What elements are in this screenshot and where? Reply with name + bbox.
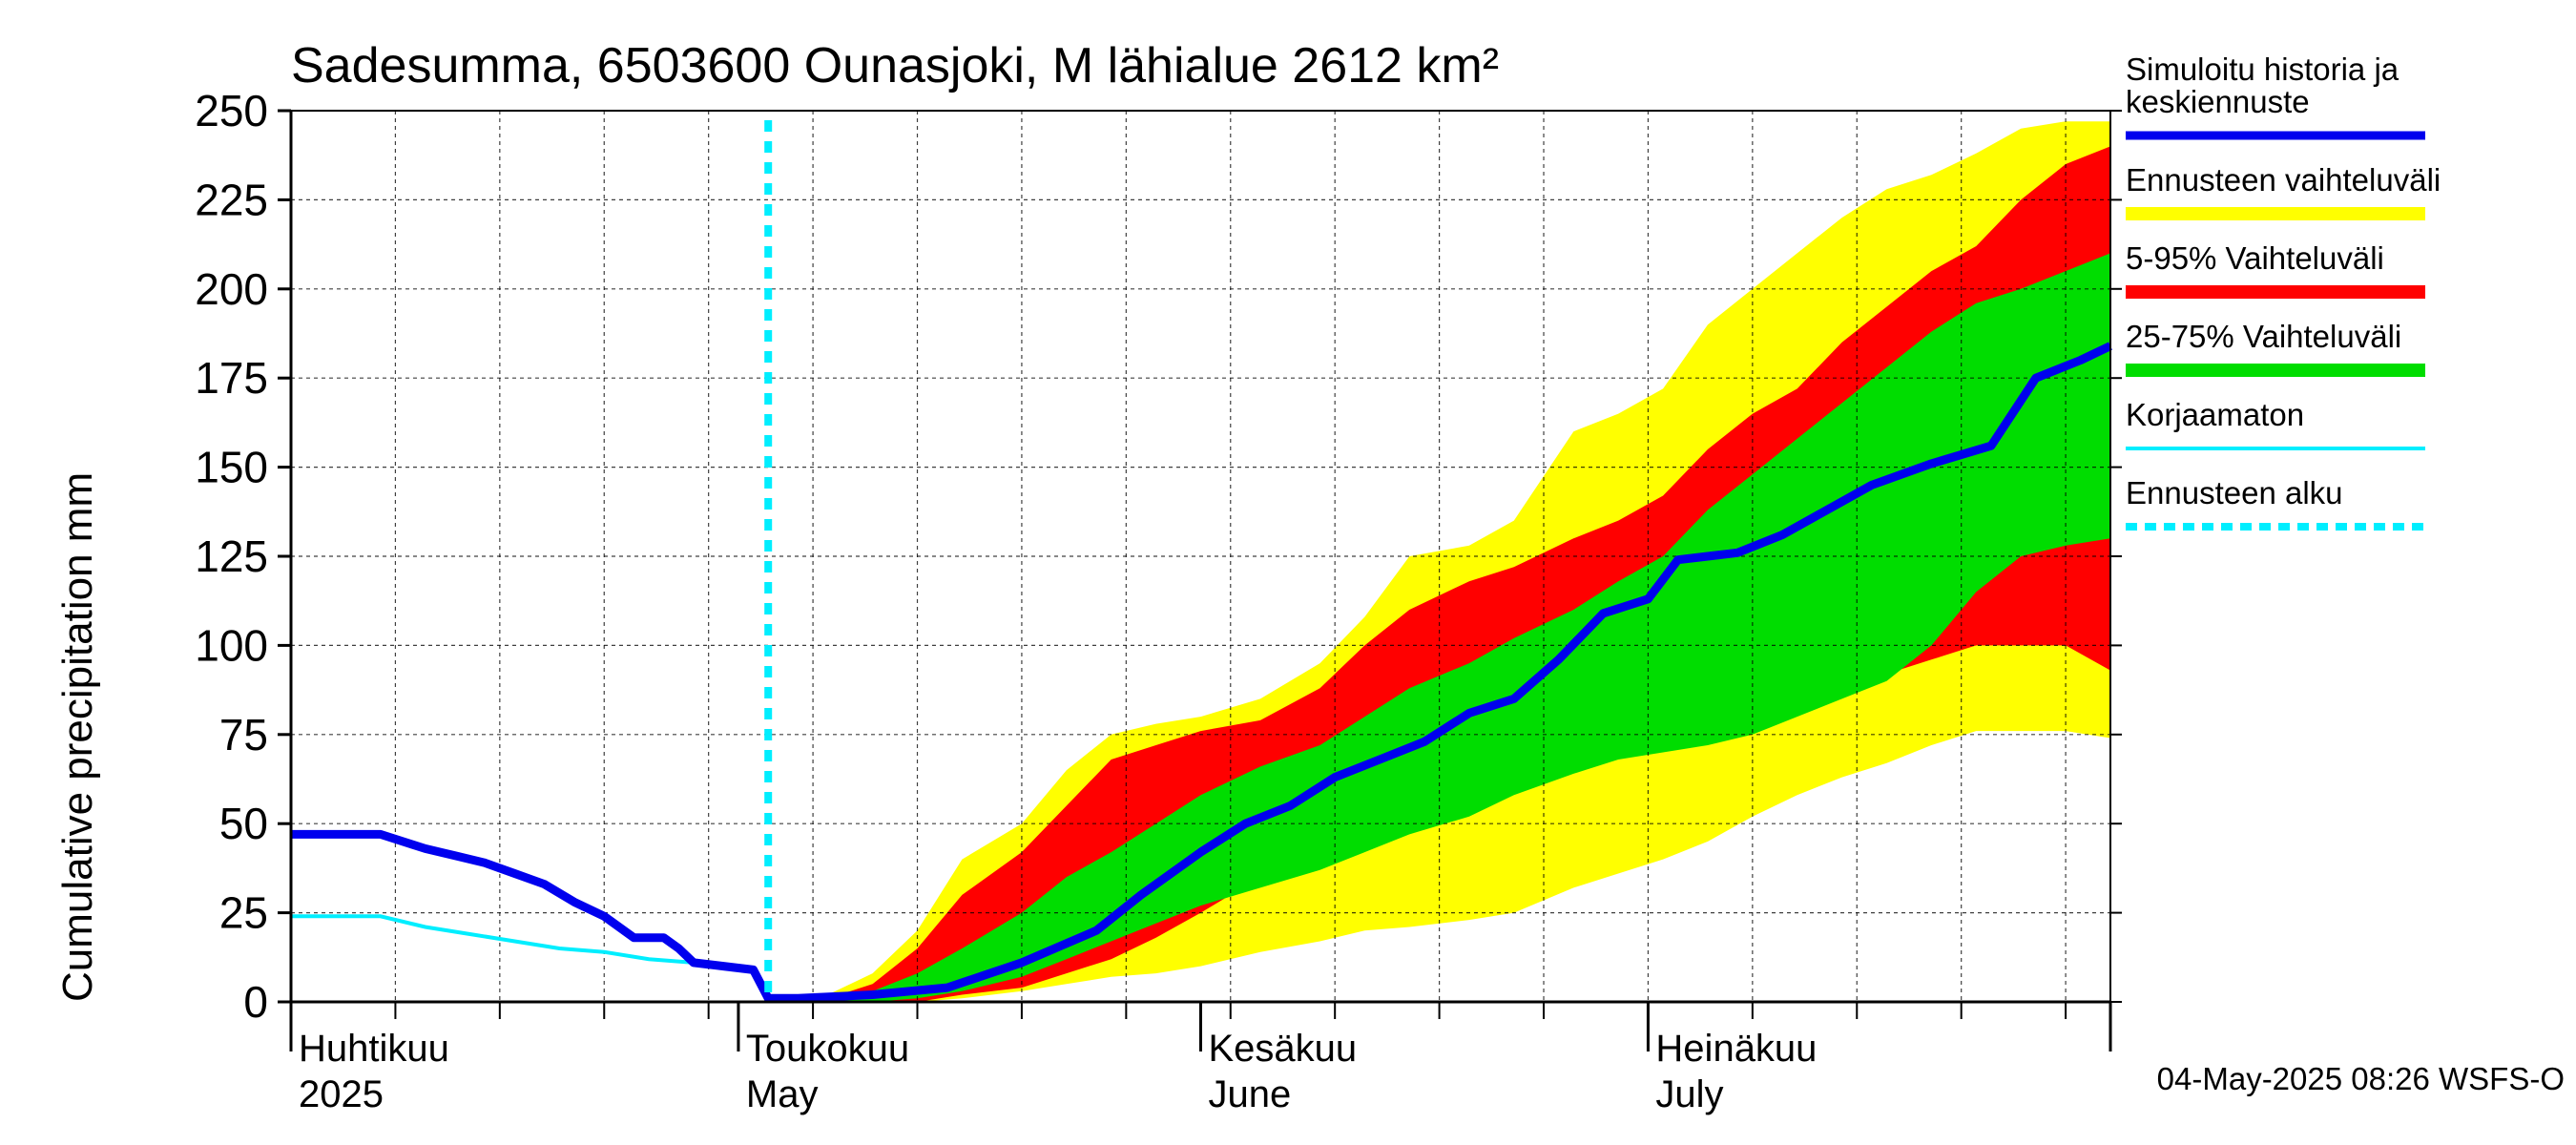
y-tick-label: 225 <box>195 175 268 224</box>
y-axis-label: Cumulative precipitation mm <box>54 472 101 1002</box>
x-month-sublabel: May <box>746 1073 819 1115</box>
legend-label: keskiennuste <box>2126 84 2310 119</box>
x-month-label: Toukokuu <box>746 1028 909 1070</box>
y-tick-label: 175 <box>195 353 268 403</box>
legend-label: Korjaamaton <box>2126 397 2304 432</box>
legend-label: Ennusteen vaihteluväli <box>2126 162 2441 198</box>
y-tick-label: 25 <box>219 888 268 938</box>
y-tick-label: 0 <box>243 977 268 1027</box>
axes: 0 25 50 75 100 125 150 175 200 225 250 Huhtikuu2025… <box>195 86 2122 1115</box>
history-median-line <box>291 342 2112 1003</box>
legend-label: 25-75% Vaihteluväli <box>2126 319 2401 354</box>
legend-label: Simuloitu historia ja <box>2126 52 2399 87</box>
y-tick-label: 150 <box>195 443 268 492</box>
y-tick-label: 50 <box>219 799 268 848</box>
footer-timestamp: 04-May-2025 08:26 WSFS-O <box>2157 1061 2565 1096</box>
legend-item-forecast_start: Ennusteen alku <box>2126 475 2425 531</box>
legend-label: Ennusteen alku <box>2126 475 2343 510</box>
x-month-label: Kesäkuu <box>1209 1028 1358 1070</box>
legend-item-uncorrected: Korjaamaton <box>2126 397 2425 450</box>
plot-area <box>290 110 2112 1003</box>
x-month-sublabel: 2025 <box>299 1073 384 1115</box>
legend-item-range_25_75: 25-75% Vaihteluväli <box>2126 319 2425 377</box>
x-month-label: Heinäkuu <box>1655 1028 1817 1070</box>
x-month-sublabel: June <box>1209 1073 1292 1115</box>
band-range_25_75 <box>768 253 2111 1002</box>
y-tick-label: 75 <box>219 710 268 760</box>
legend-item-range_full: Ennusteen vaihteluväli <box>2126 162 2441 220</box>
y-tick-label: 250 <box>195 86 268 135</box>
legend-label: 5-95% Vaihteluväli <box>2126 240 2384 276</box>
legend-item-range_5_95: 5-95% Vaihteluväli <box>2126 240 2425 299</box>
x-month-label: Huhtikuu <box>299 1028 449 1070</box>
chart-title: Sadesumma, 6503600 Ounasjoki, M lähialue… <box>291 38 1499 94</box>
y-tick-label: 125 <box>195 531 268 581</box>
x-month-sublabel: July <box>1655 1073 1723 1115</box>
y-tick-label: 200 <box>195 264 268 314</box>
y-tick-label: 100 <box>195 620 268 670</box>
band-range_5_95 <box>768 146 2111 1002</box>
